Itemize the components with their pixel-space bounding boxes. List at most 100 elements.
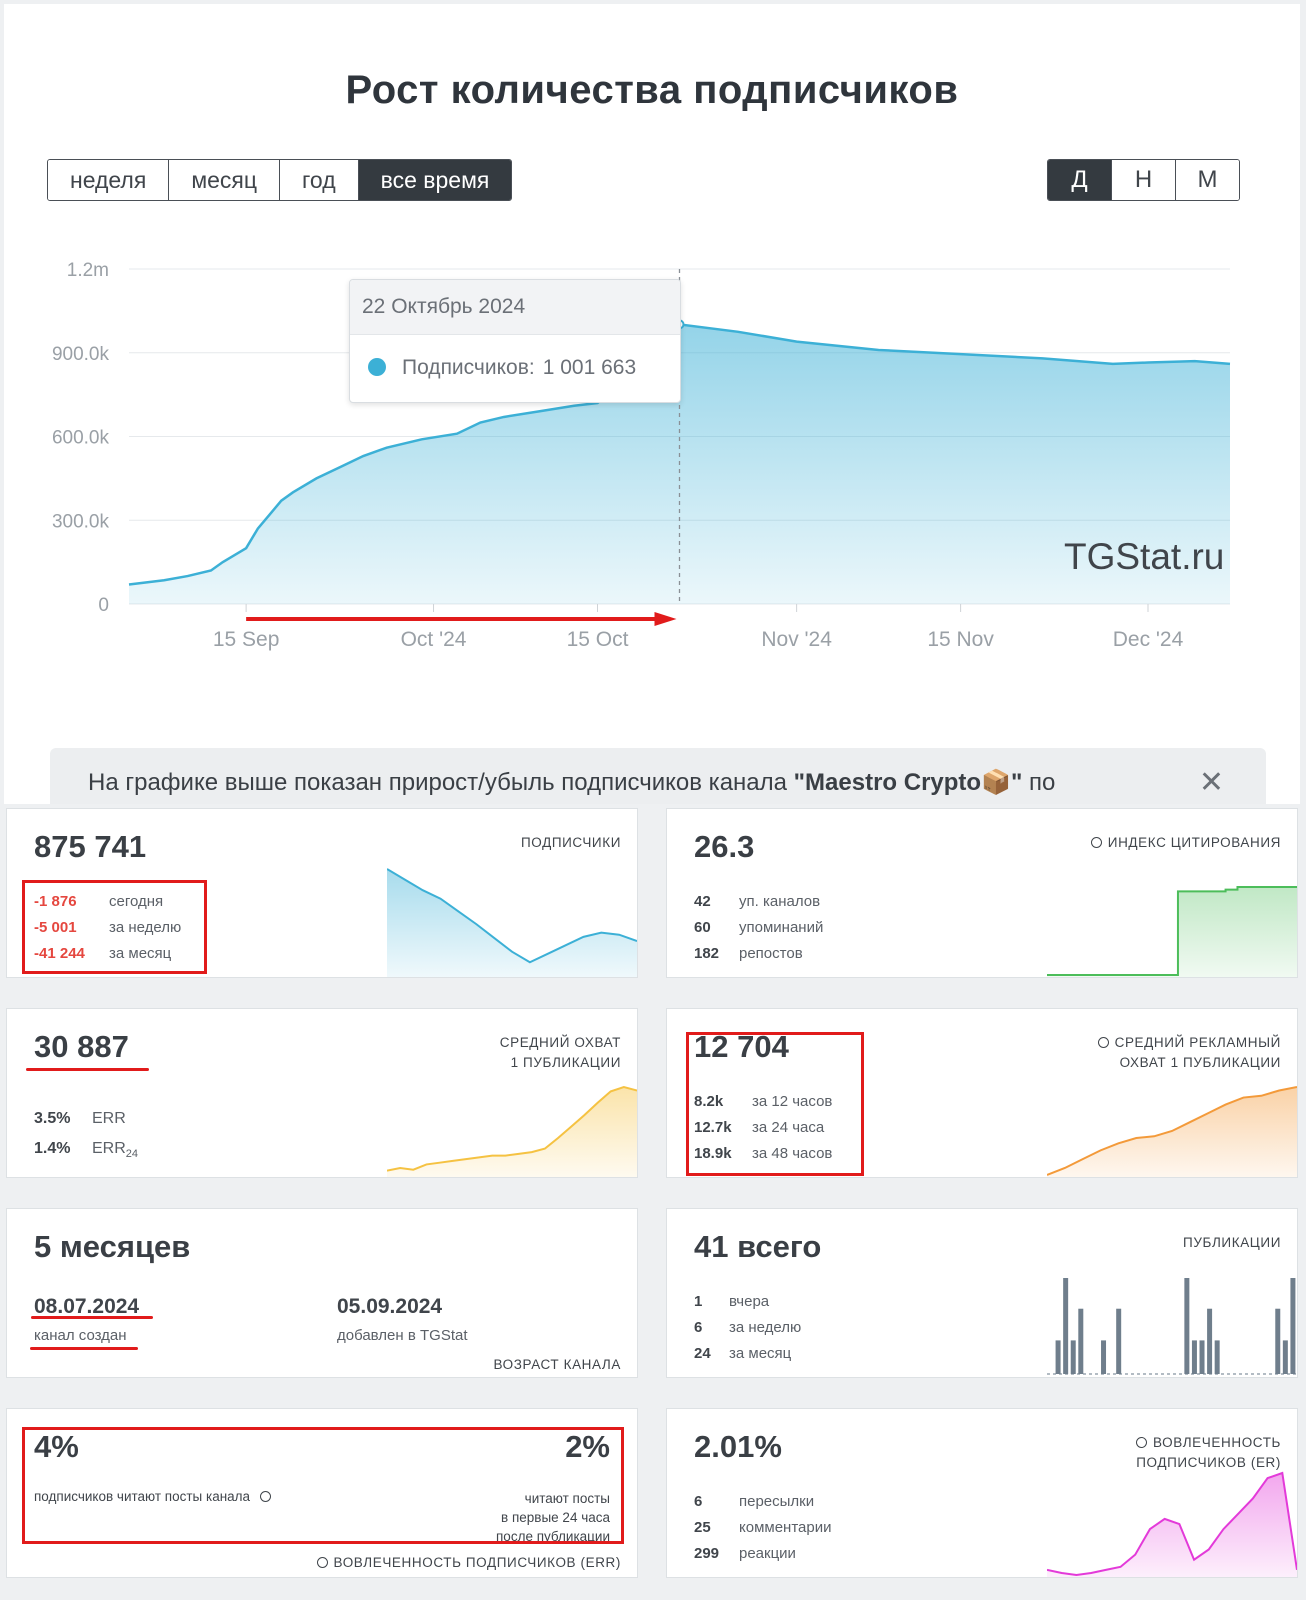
period-month-button[interactable]: месяц (169, 160, 281, 200)
period-week-button[interactable]: неделя (48, 160, 170, 200)
help-icon[interactable] (259, 1491, 271, 1502)
ad-reach-card[interactable]: 12 704 СРЕДНИЙ РЕКЛАМНЫЙ ОХВАТ 1 ПУБЛИКАЦ… (666, 1008, 1298, 1178)
info-banner-text: На графике выше показан прирост/убыль по… (88, 769, 794, 796)
ad-reach-sparkline (1047, 1086, 1297, 1177)
posts-bar (1290, 1278, 1296, 1374)
average-reach-card[interactable]: 30 887 СРЕДНИЙ ОХВАТ 1 ПУБЛИКАЦИИ 3.5% ERR… (6, 1008, 638, 1178)
posts-bar (1199, 1340, 1205, 1374)
period-all-time-button[interactable]: все время (358, 160, 512, 200)
stat-label: за 24 часа (752, 1119, 825, 1136)
annotation-underline (26, 1068, 149, 1071)
readers-card[interactable]: 4% подписчиков читают посты канала 2% чи… (6, 1408, 638, 1578)
subscribers-value: 875 741 (34, 829, 147, 864)
subscribers-label: ПОДПИСЧИКИ (520, 835, 621, 850)
posts-stats: 1 вчера 6 за неделю 24 за месяц (694, 1289, 801, 1367)
citation-value: 26.3 (694, 829, 755, 864)
posts-bar (1063, 1278, 1069, 1374)
engagement-stats: 6 пересылки 25 комментарии 299 реакции (694, 1489, 831, 1567)
help-icon[interactable] (1090, 837, 1102, 848)
stat-label: за 12 часов (752, 1093, 833, 1110)
posts-bar (1070, 1340, 1076, 1374)
citation-sparkline (1047, 886, 1297, 977)
spark-line (1047, 1086, 1297, 1176)
subscribers-chart[interactable]: 0 300.0k 600.0k 900.0k 1.2m 15 Sep Oct '24 15 O… (4, 244, 1300, 674)
granularity-month-button[interactable]: М (1176, 160, 1239, 200)
stat-row: 299 реакции (694, 1541, 831, 1567)
stat-value: 182 (694, 945, 720, 962)
stat-row: 42 уп. каналов (694, 889, 823, 915)
stat-row: -5 001 за неделю (34, 915, 181, 941)
annotation-highlight-box (686, 1032, 864, 1176)
granularity-selector: Д Н М (1047, 159, 1240, 201)
created-label: канал создан (34, 1327, 127, 1344)
posts-label: ПУБЛИКАЦИИ (1183, 1235, 1281, 1250)
stat-value: 299 (694, 1545, 720, 1562)
stat-value: 42 (694, 893, 711, 910)
period-year-button[interactable]: год (280, 160, 359, 200)
help-icon[interactable] (1136, 1437, 1148, 1448)
annotation-highlight-box (22, 880, 207, 974)
tooltip-row: Подписчиков: 1 001 663 (350, 335, 680, 401)
granularity-week-button[interactable]: Н (1112, 160, 1176, 200)
help-icon[interactable] (1097, 1037, 1109, 1048)
stat-label: уп. каналов (739, 893, 821, 910)
stat-row: 8.2k за 12 часов (694, 1089, 832, 1115)
created-date: 08.07.2024 (34, 1295, 140, 1318)
reach-value: 30 887 (34, 1029, 129, 1064)
subscribers-card[interactable]: 875 741 ПОДПИСЧИКИ -1 876 сегодня -5 001 з… (6, 808, 638, 978)
spark-area (387, 1087, 637, 1177)
citation-index-card[interactable]: 26.3 ИНДЕКС ЦИТИРОВАНИЯ 42 уп. каналов 60… (666, 808, 1298, 978)
posts-bar (1282, 1340, 1288, 1374)
stat-row: 6 за неделю (694, 1315, 801, 1341)
granularity-day-button[interactable]: Д (1048, 160, 1112, 200)
stat-label: за месяц (729, 1345, 792, 1362)
posts-bar (1207, 1308, 1213, 1374)
y-tick-label: 1.2m (67, 260, 109, 281)
reach-label: СРЕДНИЙ ОХВАТ 1 ПУБЛИКАЦИИ (499, 1035, 621, 1070)
chart-tooltip: 22 Октябрь 2024 Подписчиков: 1 001 663 (349, 279, 681, 403)
stat-label: за неделю (109, 919, 182, 936)
publications-card[interactable]: 41 всего ПУБЛИКАЦИИ 1 вчера 6 за неделю 24… (666, 1208, 1298, 1378)
subscribers-sparkline (387, 868, 637, 977)
err-label: ERR (92, 1110, 126, 1127)
y-tick-label: 900.0k (52, 344, 110, 365)
x-tick-label: Oct '24 (401, 628, 467, 651)
err24-value: 1.4% (34, 1140, 71, 1157)
tooltip-value: 1 001 663 (542, 356, 637, 379)
spark-line (1047, 886, 1297, 976)
subscribers-changes: -1 876 сегодня -5 001 за неделю -41 244 за … (34, 889, 181, 967)
err-value: 3.5% (34, 1110, 71, 1127)
stat-value: 12.7k (694, 1119, 732, 1136)
stat-label: вчера (729, 1293, 770, 1310)
stat-value: 6 (694, 1493, 703, 1510)
stat-row: 1 вчера (694, 1289, 801, 1315)
age-label: ВОЗРАСТ КАНАЛА (493, 1357, 621, 1372)
stat-value: 1 (694, 1293, 703, 1310)
stat-value: 18.9k (694, 1145, 732, 1162)
stat-value: 8.2k (694, 1093, 724, 1110)
stat-label: за неделю (729, 1319, 802, 1336)
help-icon[interactable] (316, 1557, 328, 1568)
x-tick-label: 15 Nov (927, 628, 994, 651)
added-date: 05.09.2024 (337, 1295, 443, 1318)
stat-value: 60 (694, 919, 711, 936)
posts-bar (1116, 1308, 1122, 1374)
engagement-card[interactable]: 2.01% ВОВЛЕЧЕННОСТЬ ПОДПИСЧИКОВ (ER) 6 пер… (666, 1408, 1298, 1578)
close-icon[interactable]: ✕ (1198, 766, 1224, 799)
spark-line (387, 1085, 637, 1172)
channel-age-card[interactable]: 5 месяцев 08.07.2024 канал создан 05.09.… (6, 1208, 638, 1378)
spark-area (1047, 1473, 1297, 1577)
stat-row: 3.5% ERR (34, 1104, 138, 1134)
engagement-value: 2.01% (694, 1429, 782, 1464)
readers-left-label: подписчиков читают посты канала (34, 1489, 277, 1504)
subscribers-growth-panel: Рост количества подписчиков неделя месяц… (4, 4, 1300, 804)
watermark: TGStat.ru (1064, 536, 1225, 577)
citation-stats: 42 уп. каналов 60 упоминаний 182 репостов (694, 889, 823, 967)
posts-bar (1191, 1340, 1197, 1374)
stat-row: 25 комментарии (694, 1515, 831, 1541)
annotation-arrow-head (654, 612, 677, 626)
posts-bar (1214, 1340, 1220, 1374)
series-line (128, 323, 1231, 586)
posts-bar (1101, 1340, 1107, 1374)
spark-line (1047, 1471, 1297, 1577)
